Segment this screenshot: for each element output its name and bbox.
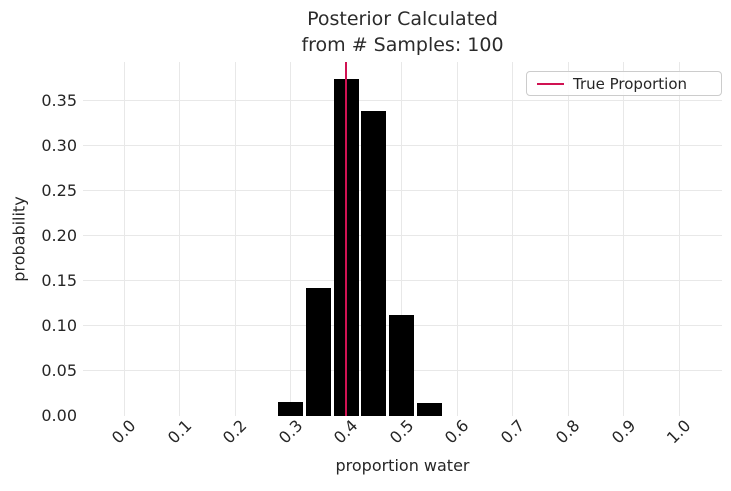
- x-tick-label: 0.1: [163, 415, 195, 448]
- x-gridline: [179, 62, 181, 416]
- y-tick-label: 0.05: [41, 360, 77, 380]
- x-gridline: [290, 62, 292, 416]
- x-gridline: [623, 62, 625, 416]
- x-gridline: [678, 62, 680, 416]
- x-gridline: [567, 62, 569, 416]
- y-gridline: [83, 145, 722, 147]
- x-tick-label: 0.2: [219, 415, 251, 448]
- x-tick-label: 0.4: [330, 415, 362, 448]
- plot-area: [83, 62, 722, 416]
- x-tick-label: 0.3: [274, 415, 306, 448]
- y-gridline: [83, 280, 722, 282]
- x-tick-label: 0.7: [496, 415, 529, 448]
- x-axis-label: proportion water: [335, 456, 470, 475]
- y-tick-label: 0.00: [41, 406, 77, 425]
- x-tick-label: 0.0: [108, 415, 140, 448]
- x-tick-label: 0.9: [607, 415, 640, 448]
- legend-label: True Proportion: [573, 74, 688, 93]
- y-tick-label: 0.15: [41, 270, 77, 290]
- x-gridline: [123, 62, 125, 416]
- true-proportion-line: [345, 62, 348, 416]
- x-gridline: [234, 62, 236, 416]
- histogram-bar: [305, 288, 331, 416]
- histogram-bar: [361, 110, 387, 416]
- chart-title-line2: from # Samples: 100: [301, 34, 504, 56]
- x-tick-label: 0.8: [552, 415, 584, 448]
- chart-title: Posterior Calculated from # Samples: 100: [83, 6, 722, 58]
- x-tick-label: 0.5: [385, 415, 418, 448]
- y-tick-label: 0.25: [41, 180, 77, 200]
- x-gridline: [512, 62, 514, 416]
- x-tick-label: 1.0: [663, 415, 695, 448]
- legend-line-swatch: [537, 82, 564, 85]
- y-gridline: [83, 100, 722, 102]
- y-tick-label: 0.35: [41, 90, 77, 110]
- legend: True Proportion: [526, 71, 722, 96]
- chart-title-line1: Posterior Calculated: [307, 8, 498, 30]
- y-gridline: [83, 190, 722, 192]
- y-tick-label: 0.30: [41, 135, 77, 155]
- x-gridline: [456, 62, 458, 416]
- x-gridline: [401, 62, 403, 416]
- y-gridline: [83, 235, 722, 237]
- y-tick-label: 0.10: [41, 315, 77, 335]
- histogram-bar: [389, 315, 415, 416]
- histogram-bar: [278, 401, 304, 416]
- y-axis-label: probability: [9, 196, 29, 282]
- x-tick-label: 0.6: [441, 415, 473, 448]
- histogram-bar: [416, 403, 442, 416]
- y-tick-label: 0.20: [41, 225, 77, 245]
